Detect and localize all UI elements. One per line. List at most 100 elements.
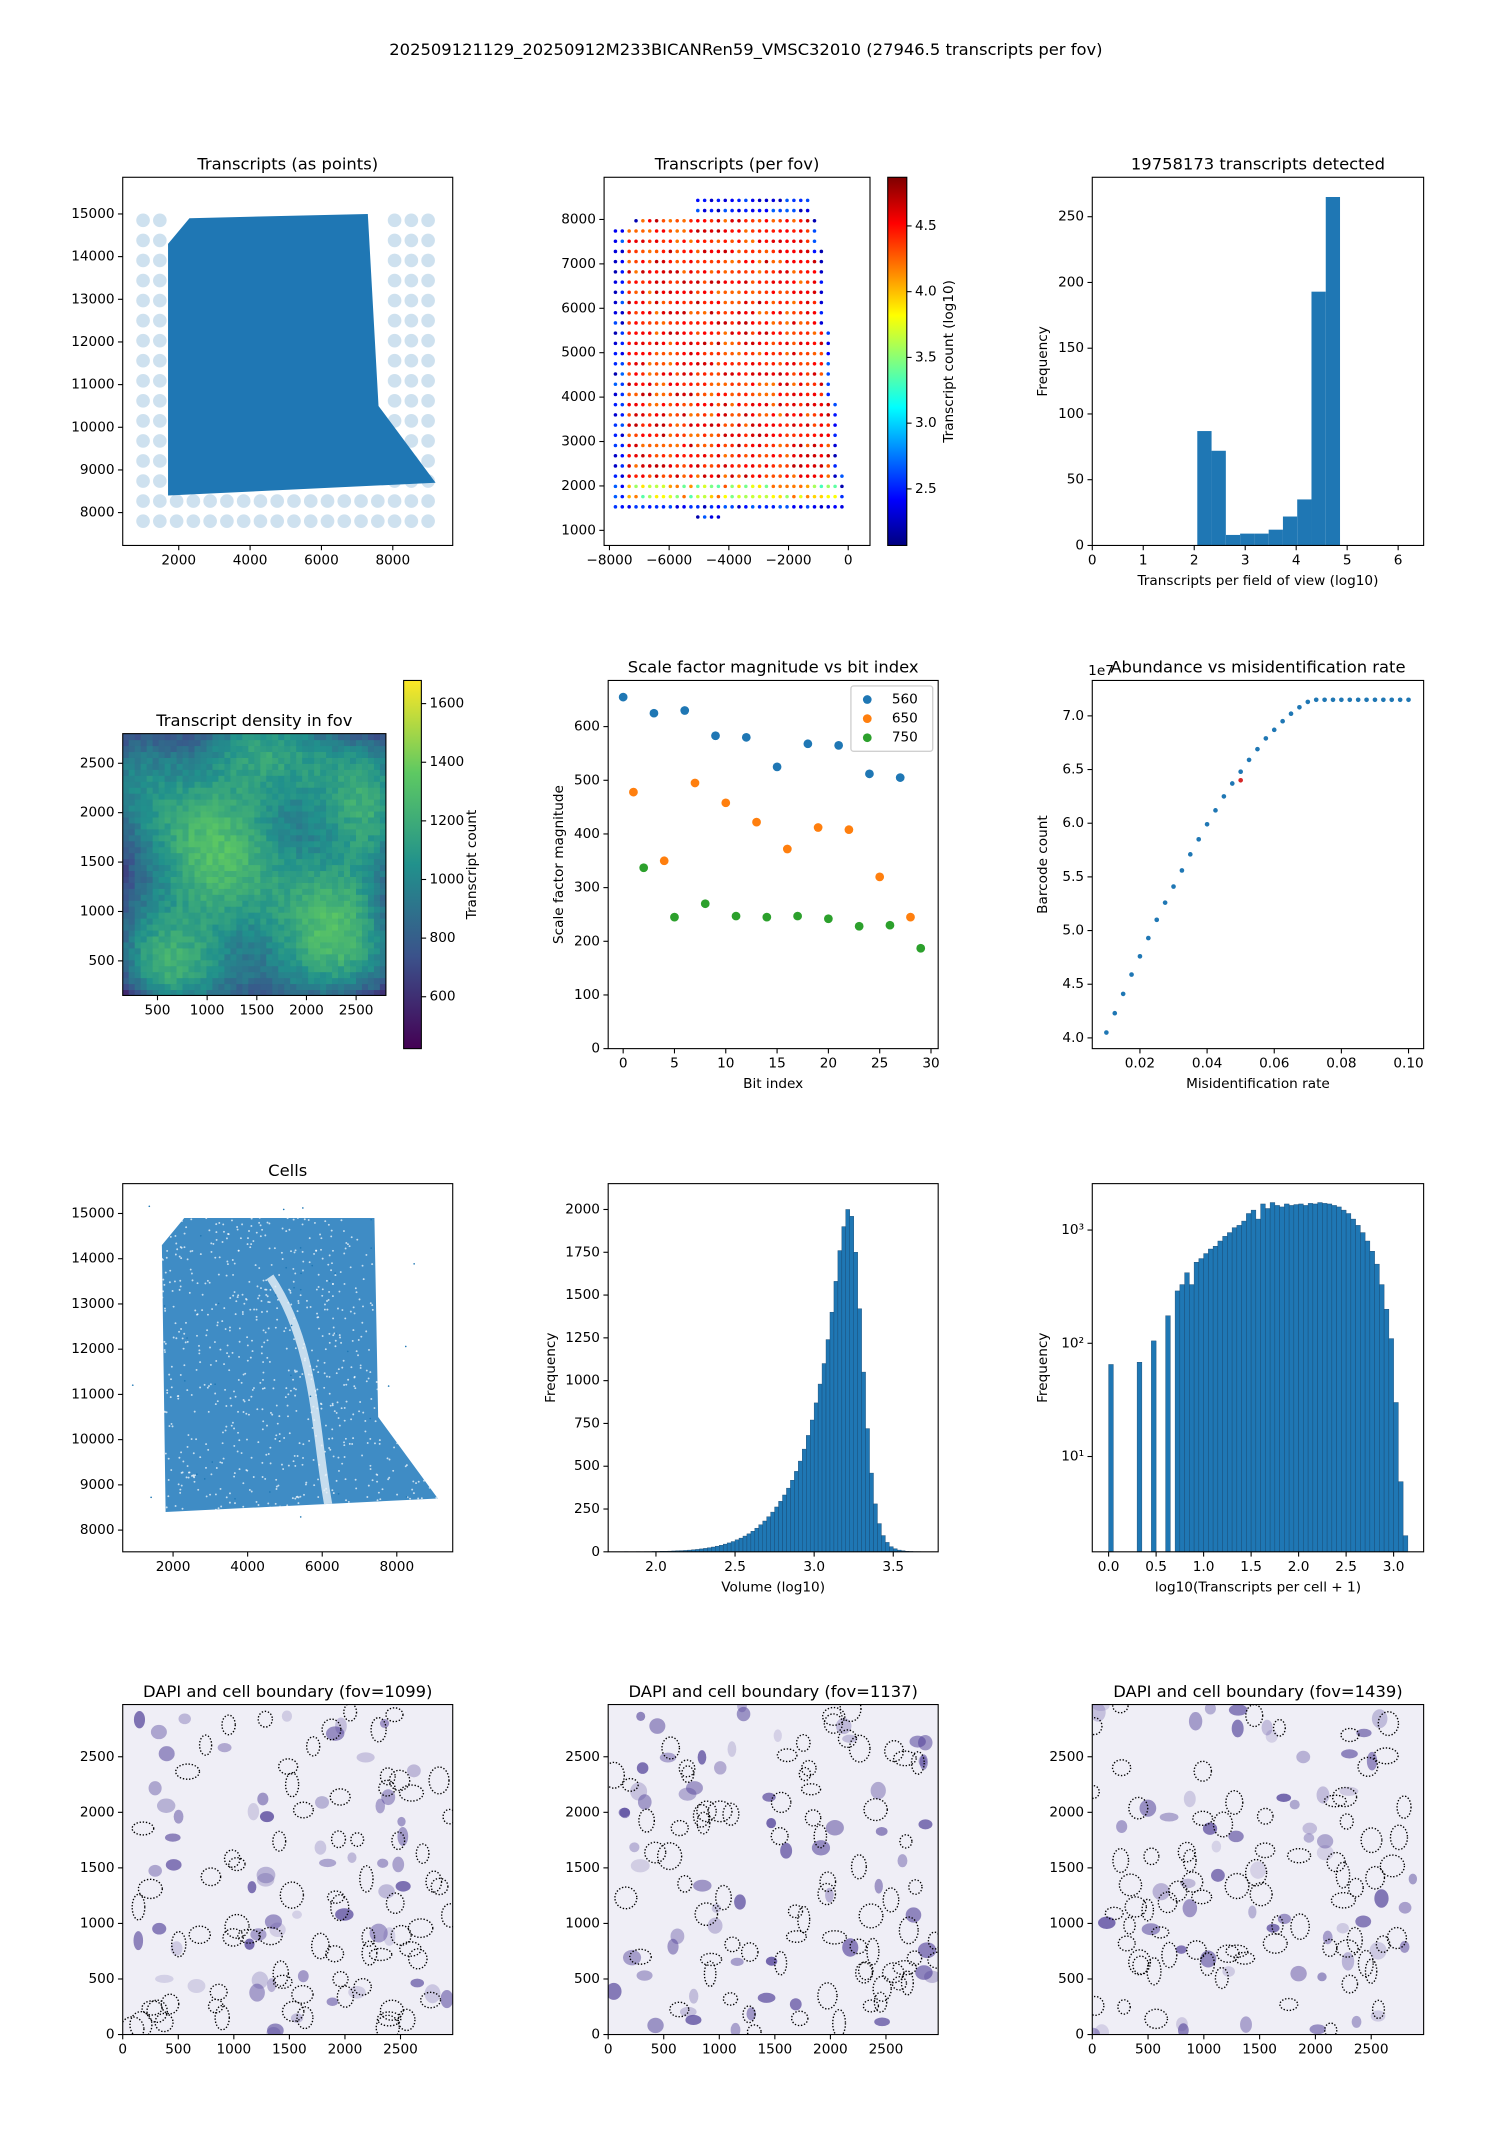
density-cell	[379, 953, 386, 961]
density-cell	[361, 941, 369, 949]
density-cell	[332, 805, 339, 812]
density-cell	[260, 846, 267, 854]
fov-outline	[236, 494, 251, 508]
fov-dot	[792, 443, 796, 448]
cell-boundary	[1371, 1999, 1386, 2020]
density-cell	[242, 959, 249, 967]
cell-boundary	[608, 1761, 626, 1789]
density-cell	[320, 852, 327, 860]
density-cell	[140, 816, 148, 824]
fov-dot	[744, 341, 748, 346]
fov-dot	[778, 331, 782, 335]
x-tick-label: 2500	[383, 2042, 418, 2058]
cell-gap	[289, 1389, 292, 1392]
bar	[833, 1281, 839, 1552]
cell-gap	[358, 1298, 361, 1301]
fov-dot	[702, 300, 707, 305]
nucleus	[1248, 1905, 1257, 1919]
nucleus	[269, 1922, 286, 1938]
nucleus	[379, 1719, 390, 1728]
density-cell	[302, 739, 309, 747]
density-cell	[379, 912, 386, 919]
fov-dot	[654, 402, 659, 407]
cell-gap	[262, 1279, 265, 1282]
density-cell	[278, 924, 285, 931]
density-cell	[361, 787, 369, 794]
density-cell	[338, 977, 345, 985]
density-cell	[278, 953, 285, 961]
density-cell	[272, 822, 279, 830]
cell-gap	[255, 1500, 258, 1503]
density-cell	[122, 858, 130, 866]
density-cell	[218, 816, 225, 824]
density-cell	[182, 900, 190, 907]
cell-gap	[250, 1395, 253, 1398]
density-cell	[224, 924, 231, 931]
fov-dot	[682, 239, 686, 243]
nucleus	[1355, 1915, 1372, 1928]
cell-boundary	[388, 1769, 411, 1792]
density-cell	[242, 852, 249, 860]
fov-dot	[661, 382, 666, 387]
y-tick-label: 2000	[80, 805, 115, 821]
density-cell	[320, 816, 327, 824]
fov-dot	[723, 413, 728, 417]
density-cell	[344, 989, 351, 996]
y-axis-label: Barcode count	[1035, 815, 1051, 914]
fov-dot	[812, 484, 817, 489]
density-cell	[242, 929, 249, 937]
cell-gap	[237, 1294, 240, 1297]
cell-boundary	[703, 1960, 717, 1988]
density-cell	[200, 983, 208, 991]
nucleus	[825, 1887, 834, 1903]
cell-boundary	[908, 1879, 923, 1895]
density-cell	[188, 882, 196, 889]
density-cell	[158, 840, 166, 848]
fov-dot	[689, 402, 693, 407]
density-cell	[344, 793, 351, 800]
fov-outline	[387, 353, 402, 368]
density-cell	[296, 918, 303, 925]
cell-gap	[264, 1234, 267, 1237]
cell-gap	[316, 1388, 319, 1391]
bar	[746, 1533, 752, 1552]
fov-dot	[696, 331, 700, 335]
cell-gap	[164, 1309, 167, 1312]
density-cell	[194, 864, 202, 872]
fov-dot	[613, 494, 618, 499]
fov-dot	[785, 484, 789, 489]
cell-gap	[226, 1344, 229, 1347]
density-cell	[122, 864, 130, 872]
nucleus	[707, 1917, 723, 1934]
fov-dot	[750, 351, 755, 356]
fov-dot	[647, 351, 652, 356]
cell-gap	[317, 1496, 320, 1498]
fov-dot	[647, 219, 652, 223]
cell-boundary	[839, 1704, 862, 1723]
nucleus	[765, 1956, 778, 1966]
density-cell	[326, 739, 333, 747]
x-tick-label: 1500	[1242, 2042, 1277, 2058]
density-cell	[361, 965, 369, 973]
fov-outline	[153, 313, 167, 328]
density-cell	[242, 787, 249, 794]
cell-gap	[362, 1411, 365, 1414]
fov-dot	[613, 321, 618, 325]
fov-dot	[696, 505, 700, 509]
density-cell	[302, 971, 309, 979]
fov-dot	[805, 484, 810, 489]
fov-outline	[153, 414, 167, 428]
fov-dot	[613, 372, 618, 376]
density-cell	[290, 805, 297, 812]
density-cell	[302, 953, 309, 961]
fov-dot	[716, 280, 721, 284]
density-cell	[314, 894, 321, 901]
x-tick-label: 1000	[702, 2042, 737, 2058]
density-cell	[158, 876, 166, 883]
density-cell	[272, 959, 279, 967]
fov-dot	[627, 270, 631, 274]
density-cell	[200, 882, 208, 889]
nucleus	[1175, 1945, 1187, 1954]
fov-dot	[689, 433, 693, 438]
density-cell	[302, 894, 309, 901]
